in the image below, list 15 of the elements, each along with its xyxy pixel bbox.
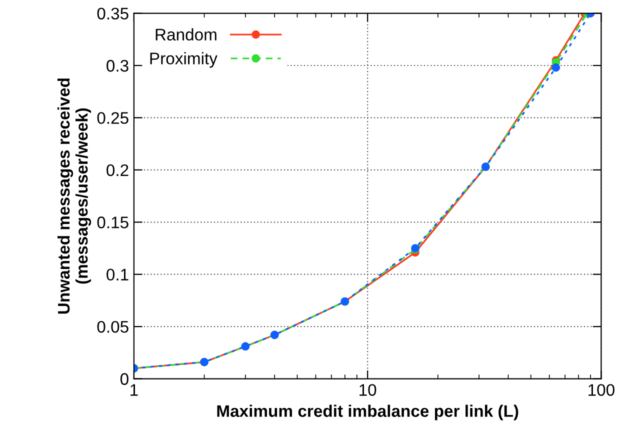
x-axis-title: Maximum credit imbalance per link (L) <box>217 404 518 420</box>
legend-label: Random <box>156 28 216 41</box>
y-tick-label: 0.3 <box>106 60 128 72</box>
legend-label: Proximity <box>150 52 218 68</box>
y-tick-label: 0 <box>120 373 128 385</box>
y-tick-label: 0.25 <box>97 112 128 124</box>
x-tick-label: 10 <box>360 384 376 396</box>
y-tick-label: 0.15 <box>97 216 128 228</box>
y-axis-title: Unwanted messages received (messages/user/week) <box>57 78 92 314</box>
x-tick-label: 100 <box>588 384 614 396</box>
y-tick-label: 0.35 <box>97 8 128 20</box>
y-tick-label: 0.1 <box>106 268 128 281</box>
y-tick-label: 0.05 <box>97 320 128 333</box>
x-tick-label: 1 <box>130 384 138 396</box>
y-tick-label: 0.2 <box>106 164 128 176</box>
